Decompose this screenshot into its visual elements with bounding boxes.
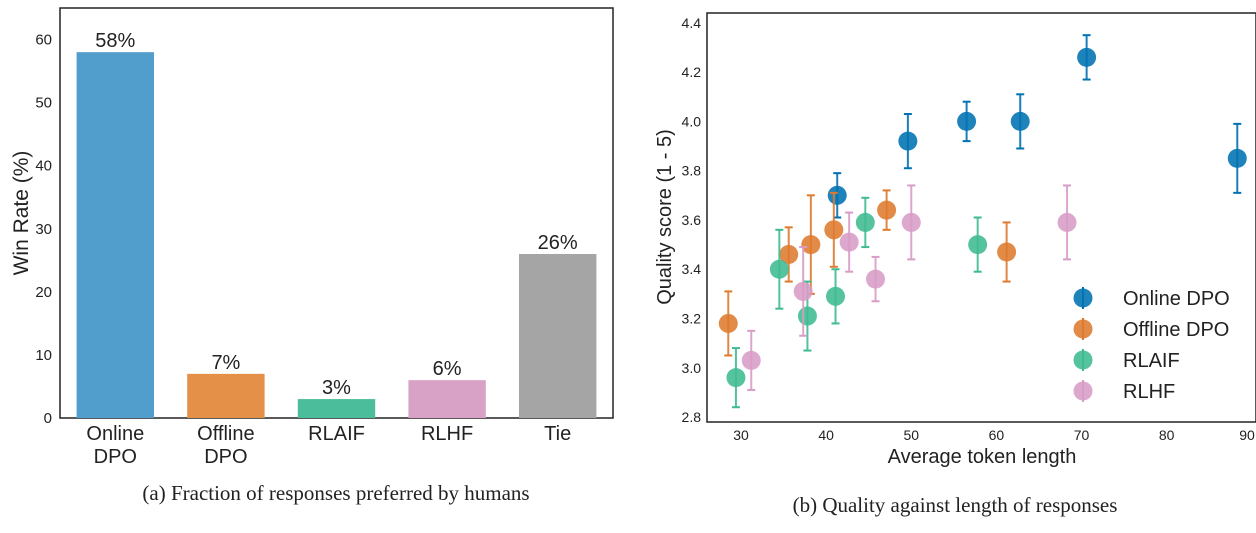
scatter-x-tick-label: 90 — [1239, 427, 1255, 443]
scatter-point — [718, 313, 738, 333]
bar-chart-caption: (a) Fraction of responses preferred by h… — [142, 481, 529, 505]
scatter-point — [839, 232, 859, 252]
scatter-y-axis-label: Quality score (1 - 5) — [654, 129, 676, 305]
bar-y-tick-label: 0 — [44, 410, 52, 427]
scatter-x-tick-label: 70 — [1074, 427, 1090, 443]
scatter-point — [877, 200, 897, 220]
bar-series: 58% 7% 3% 6% 26% — [76, 30, 597, 419]
scatter-x-tick-label: 80 — [1159, 427, 1175, 443]
scatter-x-tick-label: 30 — [733, 427, 749, 443]
scatter-point — [801, 235, 821, 255]
scatter-y-tick-label: 4.4 — [682, 15, 702, 31]
scatter-chart-caption: (b) Quality against length of responses — [793, 493, 1118, 517]
scatter-x-tick-label: 40 — [818, 427, 834, 443]
scatter-point — [826, 286, 846, 306]
bar-category-label: DPO — [94, 446, 137, 468]
bar-y-ticks: 0 10 20 30 40 50 60 — [35, 32, 52, 427]
legend-label: Online DPO — [1123, 288, 1230, 310]
bar-y-tick-label: 10 — [35, 347, 52, 364]
scatter-point — [1077, 47, 1097, 67]
scatter-series-group — [718, 189, 1017, 357]
scatter-point — [1057, 212, 1077, 232]
bar-category-label: Tie — [544, 423, 571, 445]
bar-category-label: Online — [86, 423, 144, 445]
scatter-point — [901, 212, 921, 232]
legend-marker — [1073, 381, 1093, 401]
scatter-y-tick-label: 3.0 — [682, 360, 702, 376]
scatter-x-tick-label: 50 — [903, 427, 919, 443]
legend-label: RLHF — [1123, 381, 1175, 403]
legend-label: Offline DPO — [1123, 319, 1229, 341]
bar-y-tick-label: 60 — [35, 32, 52, 49]
scatter-chart-frame — [706, 12, 1256, 423]
scatter-point — [797, 306, 817, 326]
bar-value-label: 6% — [433, 358, 462, 380]
scatter-point — [824, 220, 844, 240]
scatter-point — [957, 111, 977, 131]
scatter-point — [898, 131, 918, 151]
legend-item: Offline DPO — [1073, 318, 1229, 341]
bar — [187, 373, 265, 418]
bar-y-tick-label: 30 — [35, 221, 52, 238]
bar-category-label: RLHF — [421, 423, 473, 445]
scatter-y-tick-label: 2.8 — [682, 409, 702, 425]
bar-category-label: RLAIF — [308, 423, 365, 445]
scatter-y-ticks: 2.8 3.0 3.2 3.4 3.6 3.8 4.0 4.2 4.4 — [682, 15, 702, 425]
scatter-series — [718, 34, 1247, 409]
legend-marker — [1073, 350, 1093, 370]
bar — [76, 52, 155, 419]
bar-y-tick-label: 50 — [35, 95, 52, 112]
scatter-y-tick-label: 4.0 — [682, 113, 702, 129]
legend-marker — [1073, 319, 1093, 339]
scatter-point — [866, 269, 886, 289]
scatter-series-group — [827, 34, 1247, 219]
bar-y-tick-label: 40 — [35, 158, 52, 175]
scatter-point — [997, 242, 1017, 262]
scatter-y-tick-label: 3.6 — [682, 212, 702, 228]
legend-item: RLHF — [1073, 380, 1175, 403]
scatter-point — [1227, 148, 1247, 168]
scatter-y-tick-label: 3.4 — [682, 261, 702, 277]
legend-label: RLAIF — [1123, 350, 1180, 372]
scatter-point — [779, 244, 799, 264]
bar-value-label: 26% — [538, 232, 578, 254]
scatter-point — [968, 235, 988, 255]
scatter-x-ticks: 30 40 50 60 70 80 90 — [733, 427, 1255, 443]
scatter-x-axis-label: Average token length — [888, 446, 1077, 468]
bar-value-label: 58% — [95, 30, 135, 52]
bar — [518, 254, 597, 418]
scatter-point — [1010, 111, 1030, 131]
scatter-chart-panel: 2.8 3.0 3.2 3.4 3.6 3.8 4.0 4.2 4.4 30 40 50 60 70 80… — [654, 12, 1256, 517]
scatter-y-tick-label: 3.8 — [682, 163, 702, 179]
bar-y-axis-label: Win Rate (%) — [10, 151, 33, 276]
scatter-point — [741, 350, 761, 370]
legend-item: RLAIF — [1073, 349, 1180, 372]
legend-marker — [1073, 288, 1093, 308]
legend-item: Online DPO — [1073, 287, 1230, 310]
scatter-point — [793, 281, 813, 301]
bar — [408, 380, 486, 418]
scatter-y-tick-label: 4.2 — [682, 64, 702, 80]
scatter-point — [827, 185, 847, 205]
bar-value-label: 3% — [322, 377, 351, 399]
bar — [297, 399, 376, 418]
bar-category-label: Offline — [197, 423, 254, 445]
scatter-point — [855, 212, 875, 232]
scatter-series-group — [741, 184, 1077, 391]
bar-category-label: DPO — [204, 446, 247, 468]
scatter-point — [769, 259, 789, 279]
scatter-point — [726, 368, 746, 388]
scatter-x-tick-label: 60 — [989, 427, 1005, 443]
scatter-legend: Online DPO Offline DPO RLAIF RLHF — [1073, 287, 1230, 403]
bar-y-tick-label: 20 — [35, 284, 52, 301]
bar-value-label: 7% — [211, 352, 240, 374]
scatter-series-group — [726, 196, 988, 409]
scatter-y-tick-label: 3.2 — [682, 311, 702, 327]
